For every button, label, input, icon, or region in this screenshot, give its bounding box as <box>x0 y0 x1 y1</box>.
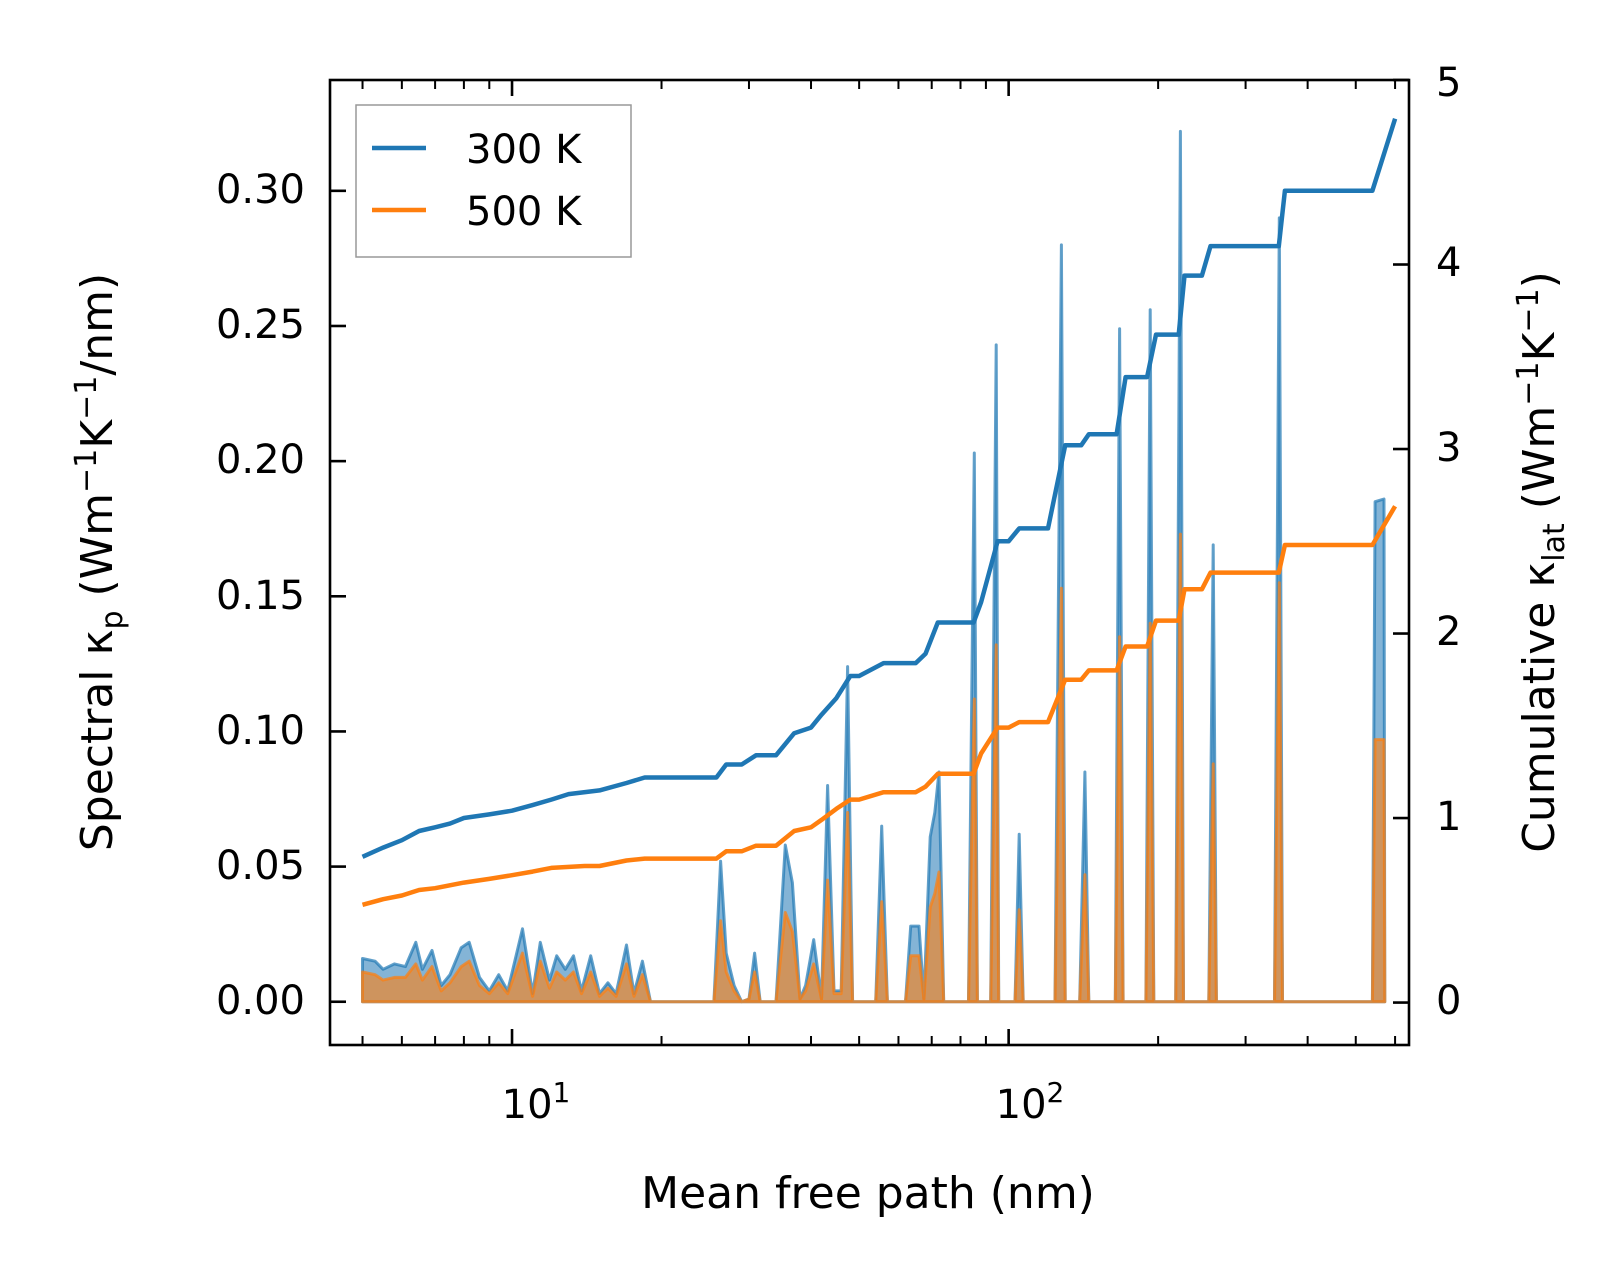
right-tick-label: 0 <box>1436 978 1461 1024</box>
legend-label-500k: 500 K <box>466 189 583 235</box>
cumulative-line-layer <box>361 118 1398 907</box>
left-tick-label: 0.20 <box>216 437 305 483</box>
x-axis-label: Mean free path (nm) <box>641 1168 1095 1219</box>
left-tick-label: 0.00 <box>216 978 305 1024</box>
cumulative-line-500k <box>361 505 1398 907</box>
left-tick-label: 0.25 <box>216 302 305 348</box>
x-tick-label-100: 102 <box>996 1076 1065 1128</box>
cumulative-line-300k <box>361 118 1398 859</box>
right-axis-label: Cumulative κlat (Wm−1K−1) <box>1511 271 1572 853</box>
right-tick-label: 1 <box>1436 794 1461 840</box>
spectral-area-500k <box>361 532 1387 1004</box>
legend-frame <box>355 104 632 258</box>
right-tick-label: 3 <box>1436 425 1461 471</box>
axis-ticks <box>330 78 1409 1045</box>
right-tick-label: 4 <box>1436 240 1461 286</box>
right-tick-label: 5 <box>1436 60 1461 106</box>
legend: 300 K 500 K <box>355 104 632 258</box>
left-axis-label: Spectral κp (Wm−1K−1/nm) <box>69 273 130 851</box>
legend-label-300k: 300 K <box>466 127 583 173</box>
plot-frame <box>328 78 1411 1047</box>
x-tick-label-10: 101 <box>502 1076 571 1128</box>
left-tick-label: 0.15 <box>216 573 305 619</box>
spectral-area-layer <box>361 129 1387 1004</box>
left-tick-label: 0.05 <box>216 843 305 889</box>
left-tick-label: 0.10 <box>216 708 305 754</box>
left-tick-label: 0.30 <box>216 167 305 213</box>
right-tick-label: 2 <box>1436 609 1461 655</box>
